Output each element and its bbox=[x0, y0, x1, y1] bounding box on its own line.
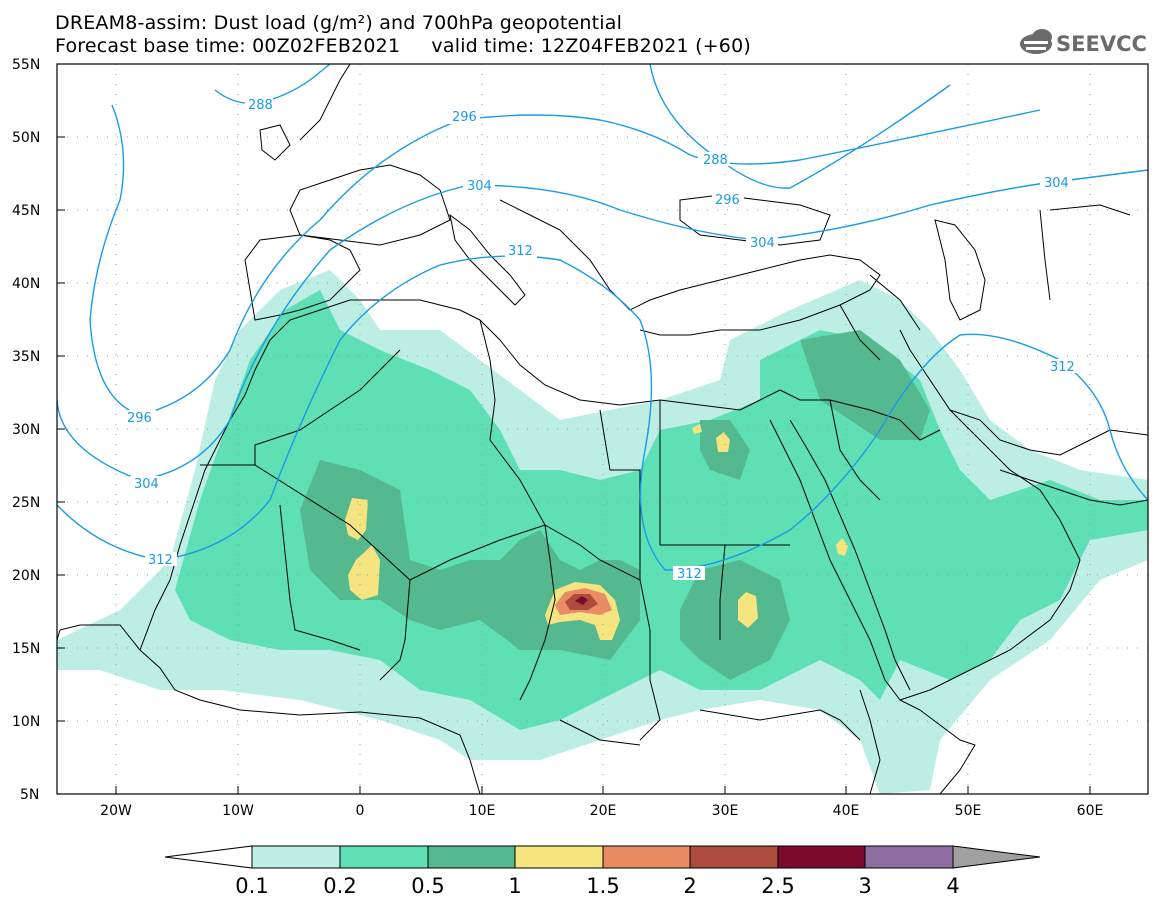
lon-label: 40E bbox=[833, 803, 860, 819]
colorbar-bin bbox=[864, 845, 954, 869]
contour-label: 296 bbox=[127, 411, 152, 426]
colorbar-over-triangle bbox=[952, 845, 1041, 869]
dust-shading-0.5 bbox=[300, 330, 930, 680]
contour-label: 304 bbox=[750, 236, 775, 251]
lat-label: 45N bbox=[12, 203, 40, 219]
lat-label: 35N bbox=[12, 349, 40, 365]
lon-label: 30E bbox=[712, 803, 739, 819]
colorbar-under-triangle bbox=[164, 845, 253, 869]
lat-label: 20N bbox=[12, 568, 40, 584]
lat-label: 5N bbox=[20, 787, 39, 803]
lon-label: 50E bbox=[955, 803, 982, 819]
colorbar-label: 2.5 bbox=[761, 874, 794, 898]
lon-labels: 20W 10W 0 10E 20E 30E 40E 50E 60E bbox=[100, 803, 1103, 819]
logo-text: SEEVCCC bbox=[1056, 32, 1148, 56]
contour-label: 304 bbox=[467, 179, 492, 194]
contour-label: 312 bbox=[677, 567, 702, 582]
cloud-icon bbox=[1020, 29, 1052, 54]
lat-label: 15N bbox=[12, 641, 40, 657]
lat-labels: 55N 50N 45N 40N 35N 30N 25N 20N 15N 10N … bbox=[12, 57, 40, 803]
dust-field bbox=[57, 270, 1148, 794]
contour-label: 288 bbox=[703, 153, 728, 168]
seevccc-logo: SEEVCCC bbox=[1020, 29, 1148, 56]
contour-312 bbox=[57, 255, 1148, 571]
lat-label: 10N bbox=[12, 714, 40, 730]
colorbar-label: 0.1 bbox=[235, 874, 268, 898]
contour-label: 304 bbox=[1044, 176, 1069, 191]
colorbar bbox=[164, 845, 1041, 869]
lat-label: 55N bbox=[12, 57, 40, 73]
colorbar-labels: 0.1 0.2 0.5 1 1.5 2 2.5 3 4 bbox=[235, 874, 959, 898]
coastlines bbox=[57, 64, 1148, 794]
lon-label: 60E bbox=[1077, 803, 1104, 819]
contour-label: 312 bbox=[1050, 360, 1075, 375]
lon-label: 20W bbox=[100, 803, 132, 819]
colorbar-label: 2 bbox=[683, 874, 696, 898]
contour-labels: 288 288 296 296 296 304 304 304 304 312 … bbox=[124, 97, 1078, 582]
map-subtitle: Forecast base time: 00Z02FEB2021 valid t… bbox=[55, 35, 751, 57]
contour-288-east bbox=[649, 64, 951, 189]
colorbar-label: 1.5 bbox=[586, 874, 619, 898]
colorbar-label: 0.2 bbox=[323, 874, 356, 898]
map-title: DREAM8-assim: Dust load (g/m²) and 700hP… bbox=[55, 12, 623, 34]
lat-label: 25N bbox=[12, 495, 40, 511]
colorbar-label: 3 bbox=[858, 874, 871, 898]
contour-label: 312 bbox=[508, 244, 533, 259]
colorbar-bin bbox=[689, 845, 779, 869]
colorbar-label: 1 bbox=[508, 874, 521, 898]
contour-label: 304 bbox=[134, 477, 159, 492]
tick-marks bbox=[57, 63, 1091, 795]
lat-label: 40N bbox=[12, 276, 40, 292]
contour-304 bbox=[57, 169, 1148, 481]
contour-label: 296 bbox=[452, 110, 477, 125]
lat-label: 50N bbox=[12, 130, 40, 146]
colorbar-label: 0.5 bbox=[411, 874, 444, 898]
geopotential-contours bbox=[57, 64, 1148, 571]
lon-label: 10E bbox=[469, 803, 496, 819]
lon-label: 0 bbox=[356, 803, 365, 819]
contour-296 bbox=[89, 104, 1041, 416]
dust-shading-2.5 bbox=[575, 596, 588, 605]
colorbar-bin bbox=[251, 845, 341, 869]
colorbar-bin bbox=[514, 845, 604, 869]
contour-label: 296 bbox=[715, 193, 740, 208]
contour-label: 288 bbox=[248, 98, 273, 113]
colorbar-bin bbox=[427, 845, 516, 869]
colorbar-label: 4 bbox=[946, 874, 959, 898]
colorbar-bin bbox=[602, 845, 691, 869]
colorbar-bin bbox=[339, 845, 429, 869]
colorbar-bin bbox=[777, 845, 866, 869]
lon-label: 20E bbox=[590, 803, 617, 819]
contour-label: 312 bbox=[148, 553, 173, 568]
lat-label: 30N bbox=[12, 422, 40, 438]
lon-label: 10W bbox=[222, 803, 254, 819]
